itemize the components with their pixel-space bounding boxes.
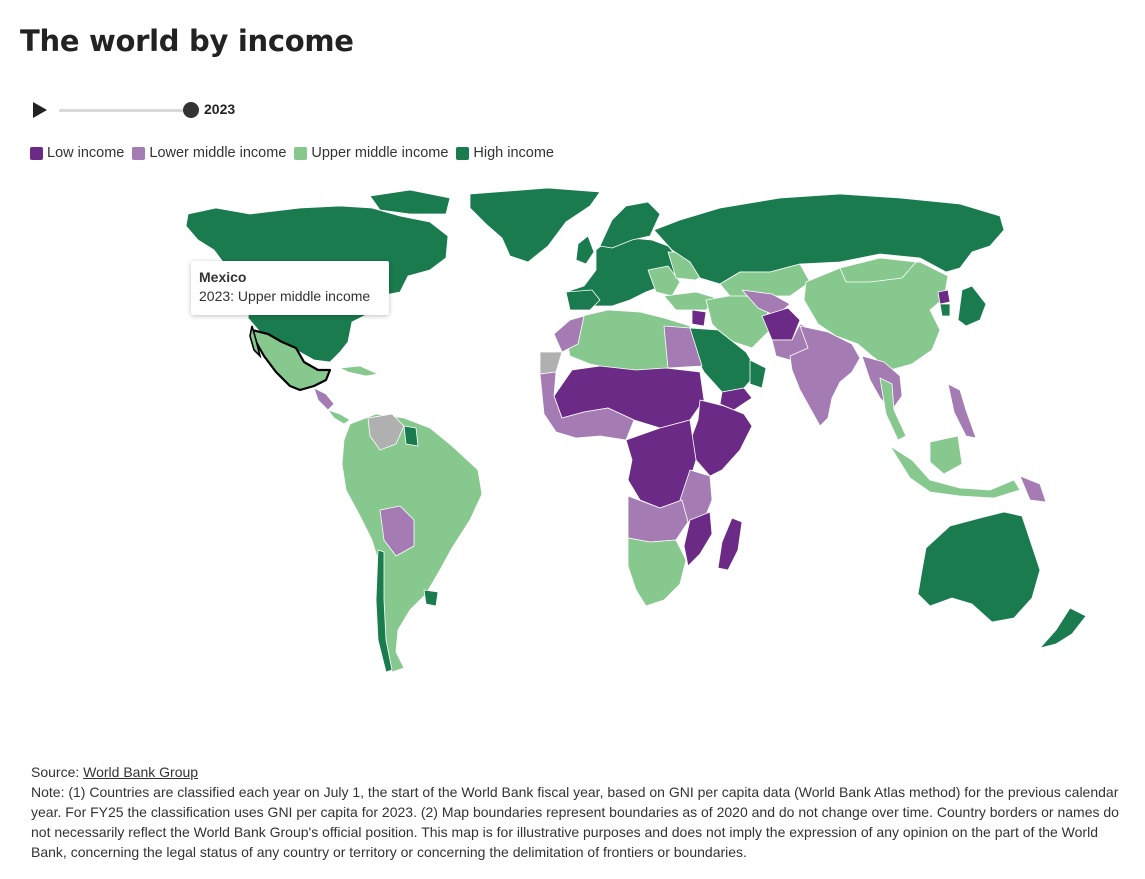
country-central-america[interactable] bbox=[313, 387, 335, 411]
country-indonesia[interactable] bbox=[889, 445, 1021, 499]
timeline-controls: 2023 bbox=[30, 98, 330, 122]
country-iberia[interactable] bbox=[565, 289, 601, 311]
year-slider-track[interactable] bbox=[59, 109, 191, 112]
country-balkans[interactable] bbox=[647, 265, 681, 297]
country-egypt[interactable] bbox=[663, 325, 703, 369]
country-uk[interactable] bbox=[575, 235, 595, 265]
country-scandinavia[interactable] bbox=[599, 201, 661, 249]
legend-item-high-income[interactable]: High income bbox=[456, 145, 554, 161]
play-button[interactable] bbox=[30, 101, 48, 119]
country-thailand-malaysia[interactable] bbox=[879, 377, 907, 441]
country-chile[interactable] bbox=[375, 549, 393, 673]
tooltip-country-name: Mexico bbox=[199, 269, 247, 285]
country-uruguay[interactable] bbox=[423, 589, 439, 607]
country-afghanistan[interactable] bbox=[761, 307, 801, 341]
country-cuba[interactable] bbox=[339, 365, 379, 377]
year-label: 2023 bbox=[204, 101, 236, 117]
country-greenland[interactable] bbox=[469, 187, 601, 263]
legend-label: Low income bbox=[47, 145, 125, 161]
legend-swatch bbox=[294, 146, 308, 160]
legend-swatch bbox=[456, 146, 470, 160]
country-mongolia[interactable] bbox=[839, 257, 917, 283]
country-canada-islands[interactable] bbox=[369, 189, 451, 215]
country-mexico[interactable] bbox=[250, 328, 332, 392]
legend-label: Lower middle income bbox=[149, 145, 287, 161]
country-guyana[interactable] bbox=[403, 425, 419, 447]
country-panama-costa-rica[interactable] bbox=[327, 409, 351, 425]
country-bolivia[interactable] bbox=[379, 505, 415, 557]
source-link[interactable]: World Bank Group bbox=[83, 764, 199, 780]
country-papua-new-guinea[interactable] bbox=[1019, 475, 1047, 503]
year-slider-handle[interactable] bbox=[183, 102, 199, 118]
country-southern-africa[interactable] bbox=[627, 537, 687, 607]
legend-label: High income bbox=[473, 145, 554, 161]
country-north-korea[interactable] bbox=[937, 289, 951, 305]
country-japan[interactable] bbox=[957, 285, 987, 327]
country-syria[interactable] bbox=[691, 309, 707, 327]
legend-swatch bbox=[132, 146, 146, 160]
source-label: Source: bbox=[31, 764, 84, 780]
country-oman[interactable] bbox=[749, 359, 767, 389]
country-russia[interactable] bbox=[653, 193, 1005, 285]
country-western-sahara-no-data[interactable] bbox=[539, 351, 563, 375]
legend-item-upper-middle-income[interactable]: Upper middle income bbox=[294, 145, 448, 161]
country-morocco[interactable] bbox=[553, 315, 585, 353]
play-icon bbox=[33, 102, 47, 118]
world-map bbox=[185, 187, 1087, 673]
country-new-zealand[interactable] bbox=[1039, 607, 1087, 649]
country-borneo[interactable] bbox=[929, 435, 963, 475]
country-india[interactable] bbox=[789, 325, 861, 427]
country-baja-california[interactable] bbox=[249, 325, 262, 359]
map-tooltip: Mexico 2023: Upper middle income bbox=[191, 261, 389, 315]
country-yemen[interactable] bbox=[719, 387, 753, 411]
country-madagascar[interactable] bbox=[717, 517, 743, 571]
legend-item-lower-middle-income[interactable]: Lower middle income bbox=[132, 145, 286, 161]
source-line: Source: World Bank Group bbox=[31, 762, 1131, 782]
footnotes: Source: World Bank Group Note: (1) Count… bbox=[31, 762, 1131, 862]
tooltip-value: 2023: Upper middle income bbox=[199, 288, 371, 304]
country-west-africa-coast[interactable] bbox=[539, 371, 635, 441]
country-mozambique[interactable] bbox=[683, 511, 713, 567]
page-title: The world by income bbox=[20, 24, 354, 58]
country-venezuela-guyana-no-data[interactable] bbox=[367, 413, 405, 451]
note-text: Note: (1) Countries are classified each … bbox=[31, 784, 1119, 860]
country-philippines[interactable] bbox=[947, 383, 977, 439]
legend-item-low-income[interactable]: Low income bbox=[30, 145, 124, 161]
country-ethiopia-somalia[interactable] bbox=[691, 399, 753, 477]
legend: Low income Lower middle income Upper mid… bbox=[30, 145, 562, 161]
legend-swatch bbox=[30, 146, 43, 160]
country-australia[interactable] bbox=[917, 511, 1041, 623]
legend-label: Upper middle income bbox=[311, 145, 449, 161]
country-south-korea[interactable] bbox=[939, 303, 951, 317]
